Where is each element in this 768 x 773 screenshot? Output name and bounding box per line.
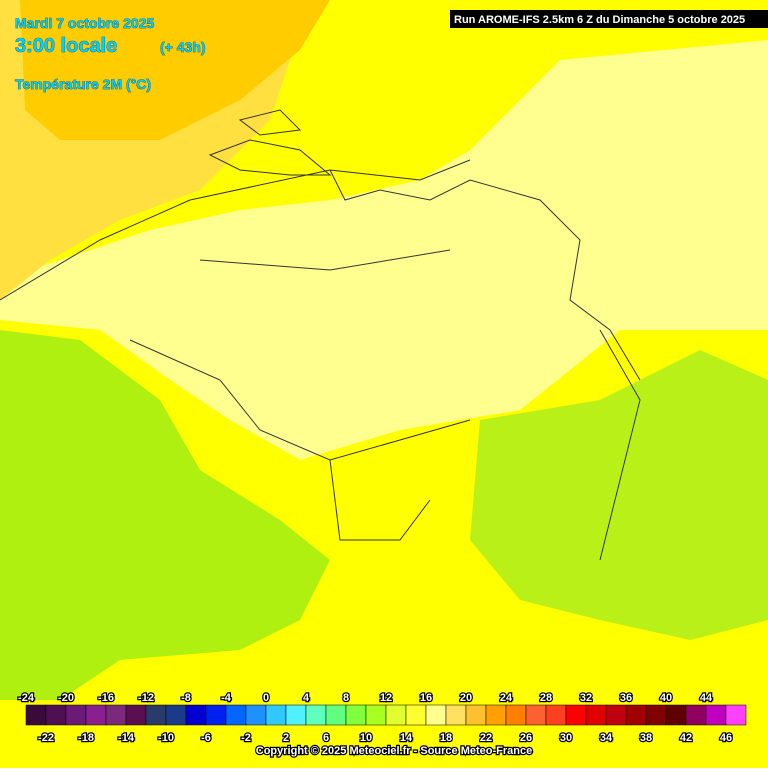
scale-label: 10 (360, 732, 372, 744)
color-swatch (145, 704, 167, 726)
color-swatch (165, 704, 187, 726)
pale-zone (0, 40, 768, 460)
color-swatch (525, 704, 547, 726)
scale-label: -18 (78, 732, 94, 744)
color-swatch (625, 704, 647, 726)
scale-label: -22 (38, 732, 54, 744)
color-swatch (465, 704, 487, 726)
color-swatch (45, 704, 67, 726)
color-swatch (665, 704, 687, 726)
color-swatch (365, 704, 387, 726)
run-info: Run AROME-IFS 2.5km 6 Z du Dimanche 5 oc… (454, 14, 745, 26)
green-zone (0, 330, 330, 700)
date: Mardi 7 octobre 2025 (15, 15, 154, 31)
run-box (450, 10, 768, 28)
scale-label: 42 (680, 732, 692, 744)
scale-label: 38 (640, 732, 652, 744)
color-swatch (125, 704, 147, 726)
color-swatch (565, 704, 587, 726)
variable: Température 2M (°C) (15, 76, 151, 92)
color-swatch (285, 704, 307, 726)
scale-label: 46 (720, 732, 732, 744)
scale-label: -20 (58, 692, 74, 704)
scale-label: 26 (520, 732, 532, 744)
scale-label: 28 (540, 692, 552, 704)
borders (0, 159, 641, 561)
color-swatch (385, 704, 407, 726)
color-swatch (405, 704, 427, 726)
scale-label: -10 (158, 732, 174, 744)
scale-label: 32 (580, 692, 592, 704)
scale-label: 2 (283, 732, 289, 744)
scale-label: 8 (343, 692, 349, 704)
copyright: Copyright © 2025 Meteociel.fr - Source M… (256, 745, 532, 757)
scale-label: -16 (98, 692, 114, 704)
sea-zone-warm (20, 0, 330, 140)
green-zone (470, 350, 768, 640)
color-swatch (85, 704, 107, 726)
color-swatch (245, 704, 267, 726)
lead-time: (+ 43h) (160, 39, 206, 55)
color-swatch (605, 704, 627, 726)
scale-label: 34 (600, 732, 613, 744)
scale-label: 44 (700, 692, 713, 704)
scale-label: -4 (221, 692, 232, 704)
scale-label: 14 (400, 732, 413, 744)
color-swatch (705, 704, 727, 726)
color-swatch (725, 704, 747, 726)
scale-label: 40 (660, 692, 672, 704)
scale-label: 22 (480, 732, 492, 744)
color-swatch (185, 704, 207, 726)
scale-label: 20 (460, 692, 472, 704)
scale-label: -6 (201, 732, 211, 744)
color-scale: -24-22-20-18-16-14-12-10-8-6-4-202468101… (17, 691, 747, 745)
coastline (208, 109, 332, 176)
color-swatch (265, 704, 287, 726)
color-swatch (325, 704, 347, 726)
color-swatch (445, 704, 467, 726)
scale-label: 16 (420, 692, 432, 704)
scale-label: 24 (500, 692, 513, 704)
color-swatch (585, 704, 607, 726)
scale-label: -14 (118, 732, 135, 744)
color-swatch (225, 704, 247, 726)
scale-label: -12 (138, 692, 154, 704)
color-swatch (685, 704, 707, 726)
color-swatch (545, 704, 567, 726)
scale-label: 30 (560, 732, 572, 744)
scale-label: 0 (263, 692, 269, 704)
color-swatch (485, 704, 507, 726)
color-swatch (25, 704, 47, 726)
color-swatch (105, 704, 127, 726)
scale-label: 4 (303, 692, 310, 704)
color-swatch (425, 704, 447, 726)
scale-label: 6 (323, 732, 329, 744)
scale-label: -2 (241, 732, 251, 744)
scale-label: 12 (380, 692, 392, 704)
color-swatch (505, 704, 527, 726)
color-swatch (645, 704, 667, 726)
color-swatch (65, 704, 87, 726)
color-swatch (205, 704, 227, 726)
time: 3:00 locale (15, 35, 117, 57)
scale-label: 36 (620, 692, 632, 704)
scale-label: 18 (440, 732, 452, 744)
color-swatch (345, 704, 367, 726)
scale-label: -24 (18, 692, 35, 704)
scale-label: -8 (181, 692, 191, 704)
color-swatch (305, 704, 327, 726)
